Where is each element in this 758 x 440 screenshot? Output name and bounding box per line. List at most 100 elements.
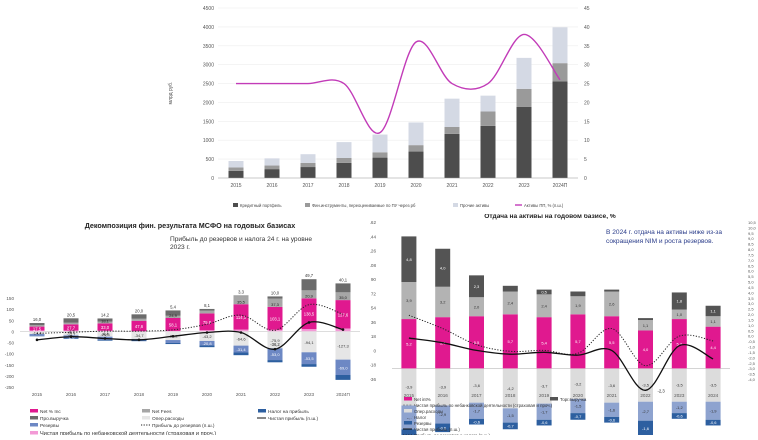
data-label: -34,7 [134, 333, 144, 338]
data-label: -31,4 [236, 347, 246, 352]
x-tick-label: 2021 [236, 392, 247, 397]
bar-segment [200, 309, 215, 311]
right-y-tick-label: 7,0 [748, 258, 754, 263]
data-label: -0,6 [710, 420, 718, 425]
line-label: -4,4 [101, 331, 109, 336]
x-tick-label: 2024П [336, 392, 350, 397]
data-label: 127,6 [338, 312, 349, 317]
y-tick-label: 144 [370, 234, 376, 239]
right-y-tick-label: 1,5 [748, 317, 754, 322]
data-label: -3,5 [642, 383, 650, 388]
legend-swatch [258, 409, 266, 413]
x-tick-label: 2016 [66, 392, 77, 397]
data-label: -1,6 [642, 426, 650, 431]
right-y-tick-label: 3,5 [748, 296, 754, 301]
data-label: 103,1 [270, 316, 281, 321]
legend-label: Net % Inc [40, 409, 61, 415]
data-label: 47,6 [135, 324, 144, 329]
right-y-tick-label: 10,0 [748, 225, 757, 230]
bar-segment [481, 96, 496, 112]
data-label: 4,4 [710, 345, 716, 350]
data-label: 4,0 [440, 265, 446, 270]
bar-segment [517, 107, 532, 178]
x-tick-label: 2023 [304, 392, 315, 397]
bar-segment [445, 134, 460, 178]
data-label: 1,0 [677, 312, 683, 317]
legend-label: Чистая прибыль по небанковской деятельно… [414, 403, 553, 408]
x-tick-label: 2021 [607, 393, 618, 398]
net-profit-marker [206, 331, 209, 334]
right-y-tick-label: 2,0 [748, 312, 754, 317]
data-label: 3,9 [406, 298, 412, 303]
legend-label: Кредитный портфель [240, 203, 282, 208]
bar-segment [553, 81, 568, 178]
data-label: 8,1 [204, 303, 210, 308]
y-tick-label: 3500 [203, 44, 214, 50]
data-label: 1,8 [677, 299, 683, 304]
data-label: -1,5 [574, 404, 582, 409]
legend-swatch [550, 397, 558, 401]
bar-segment [166, 340, 181, 343]
data-label: -0,7 [507, 424, 515, 429]
right-y-tick-label: 0,5 [748, 328, 754, 333]
y-tick-label: 4500 [203, 6, 214, 12]
data-label: -0,6 [676, 414, 684, 419]
legend-label: Net Fees [152, 409, 172, 415]
right-y-tick-label: 9,0 [748, 236, 754, 241]
y-tick-label: 18 [371, 334, 377, 339]
net-profit-marker [70, 335, 73, 338]
x-tick-label: 2023 [674, 393, 685, 398]
data-label: -4,2 [507, 386, 515, 391]
net-profit-marker [36, 339, 39, 342]
data-label: -0,6 [608, 417, 616, 422]
data-label: -53,5 [304, 356, 314, 361]
assets-share-line [236, 34, 560, 133]
data-label: -3,6 [473, 383, 481, 388]
x-tick-label: 2021 [446, 183, 457, 189]
right-y-tick-label: 2,5 [748, 307, 754, 312]
bar-segment [517, 89, 532, 107]
legend-label: Торг.выручка [560, 397, 587, 402]
x-tick-label: 2018 [134, 392, 145, 397]
bar-segment [604, 290, 619, 292]
bar-segment [638, 318, 653, 320]
y-tick-label: -200 [5, 374, 15, 379]
x-tick-label: 2015 [230, 183, 241, 189]
data-label: -20,8 [202, 341, 212, 346]
y-tick-label: 54 [371, 306, 377, 311]
legend-swatch [404, 421, 412, 425]
x-tick-label: 2020 [410, 183, 421, 189]
data-label: -3,7 [541, 384, 549, 389]
legend-label: Резервы [40, 423, 60, 429]
x-tick-label: 2016 [438, 393, 449, 398]
data-label: -0,6 [541, 420, 549, 425]
data-label: -0,6 [473, 419, 481, 424]
data-label: -1,2 [676, 405, 684, 410]
bar-segment [268, 296, 283, 298]
net-profit-marker [240, 331, 243, 334]
bar-segment [132, 314, 147, 318]
legend-label: Чистая прибыль (п.ш.) [268, 416, 318, 422]
data-label: 35,0 [339, 295, 348, 300]
net-profit-marker [138, 339, 141, 342]
bar-segment [301, 154, 316, 163]
y-tick-label: -36 [370, 377, 376, 382]
data-label: 1,1 [643, 323, 649, 328]
data-label: -64,6 [236, 336, 246, 341]
legend-label: Чистая прибыль по небанковской деятельно… [40, 430, 216, 435]
data-label: 2,4 [541, 303, 547, 308]
data-label: -3,5 [676, 383, 684, 388]
data-label: 5,5 [609, 340, 615, 345]
right-y-tick-label: -2,5 [748, 361, 756, 366]
bar-segment [445, 127, 460, 134]
net-profit-marker [104, 337, 107, 340]
data-label: 138,5 [304, 312, 315, 317]
data-label: 5,5 [474, 340, 480, 345]
right-y-tick-label: 4,5 [748, 285, 754, 290]
bar-segment [234, 353, 249, 356]
legend-label: Net int% [414, 397, 431, 402]
bar-segment [553, 27, 568, 63]
legend-swatch [30, 423, 38, 427]
bar-segment [481, 112, 496, 126]
right-y-tick-label: 25 [584, 82, 590, 88]
